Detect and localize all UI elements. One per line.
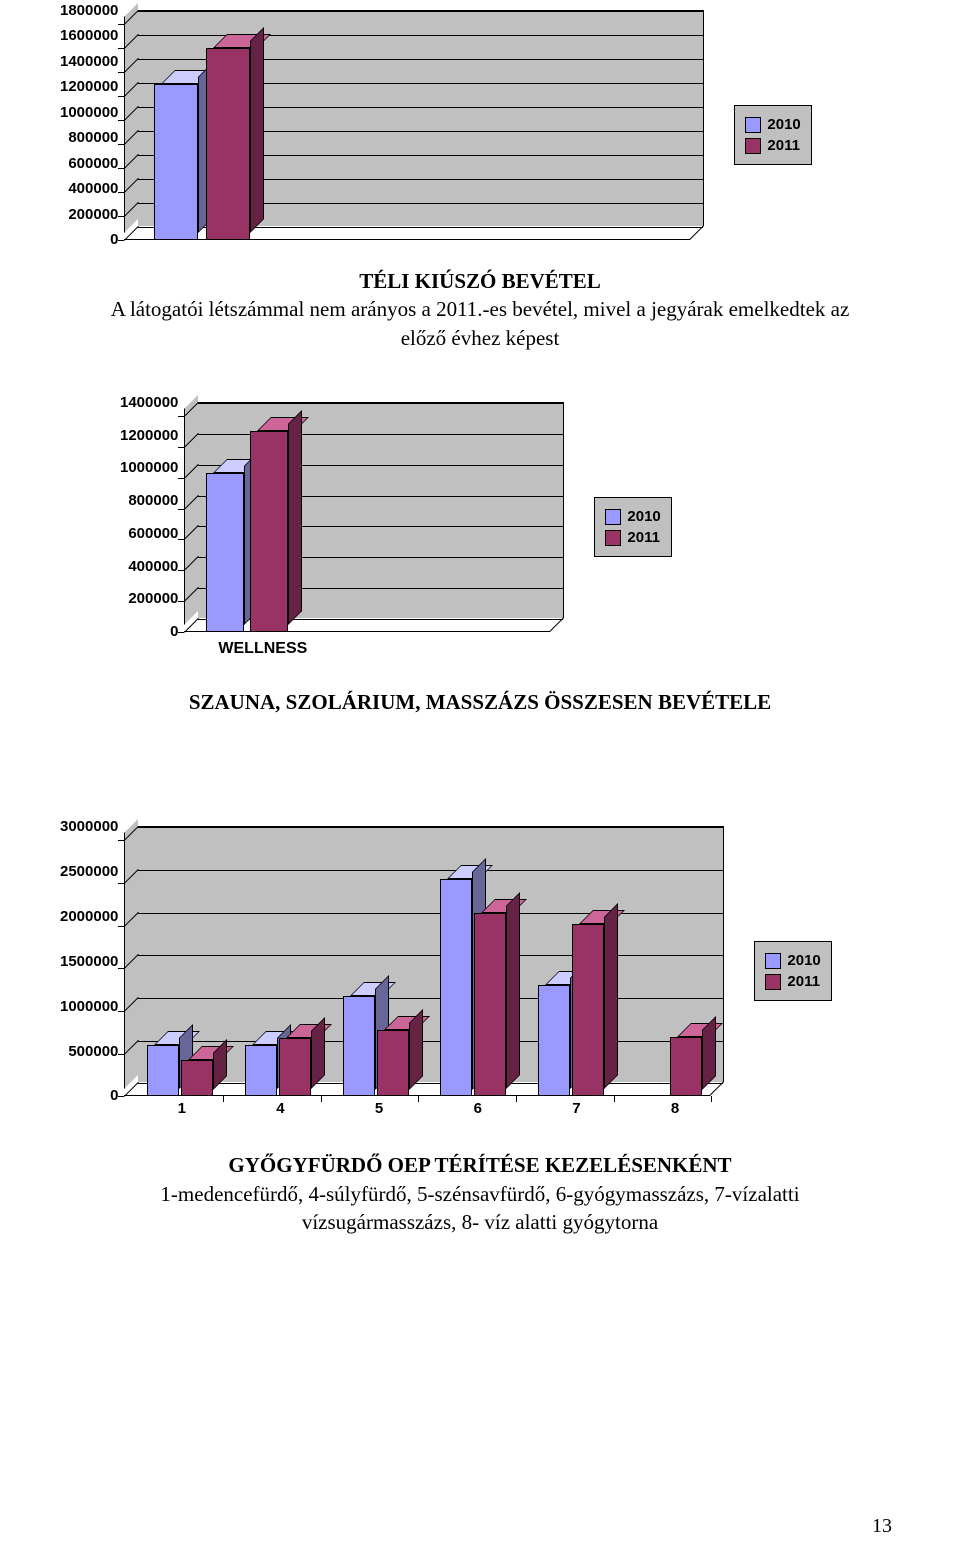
chart-2: 1400000120000010000008000006000004000002… xyxy=(120,402,900,658)
y-tick: 400000 xyxy=(68,181,118,196)
x-tick: 4 xyxy=(231,1100,330,1117)
y-tick: 0 xyxy=(110,232,118,247)
legend-label: 2010 xyxy=(627,508,660,525)
y-tick: 1200000 xyxy=(120,428,178,443)
bar-4-2011 xyxy=(279,1024,325,1096)
y-tick: 1800000 xyxy=(60,3,118,18)
legend-label: 2010 xyxy=(787,952,820,969)
y-tick: 200000 xyxy=(68,207,118,222)
chart-3: 3000000250000020000001500000100000050000… xyxy=(60,826,900,1117)
section-title-3: GYŐGYFÜRDŐ OEP TÉRÍTÉSE KEZELÉSENKÉNT 1-… xyxy=(100,1151,860,1236)
chart-3-plot xyxy=(124,826,724,1096)
y-tick: 1200000 xyxy=(60,79,118,94)
y-tick: 200000 xyxy=(128,591,178,606)
y-tick: 1000000 xyxy=(60,999,118,1014)
y-tick: 2000000 xyxy=(60,909,118,924)
title-sub: A látogatói létszámmal nem arányos a 201… xyxy=(111,297,850,349)
chart-1-plot xyxy=(124,10,704,240)
chart-1-y-axis: 1800000 1600000 1400000 1200000 1000000 80000… xyxy=(60,3,124,247)
legend-label: 2011 xyxy=(787,973,820,990)
legend-item-2010: 2010 xyxy=(745,114,800,135)
chart-3-y-axis: 3000000 2500000 2000000 1500000 1000000 50000… xyxy=(60,819,124,1103)
legend-swatch-2011 xyxy=(745,138,761,154)
chart-2-x-label: WELLNESS xyxy=(218,632,564,658)
bar-2011 xyxy=(250,417,302,632)
x-tick: 5 xyxy=(330,1100,429,1117)
y-tick: 0 xyxy=(170,624,178,639)
legend-item-2010: 2010 xyxy=(605,506,660,527)
y-tick: 1400000 xyxy=(120,395,178,410)
x-tick: 7 xyxy=(527,1100,626,1117)
bar-8-2011 xyxy=(670,1023,716,1097)
bar-1-2011 xyxy=(181,1046,227,1097)
legend-label: 2010 xyxy=(767,116,800,133)
chart-3-legend: 2010 2011 xyxy=(754,941,831,1001)
bar-2011 xyxy=(206,34,264,240)
y-tick: 1000000 xyxy=(60,105,118,120)
y-tick: 1400000 xyxy=(60,54,118,69)
y-tick: 0 xyxy=(110,1088,118,1103)
y-tick: 600000 xyxy=(68,156,118,171)
bar-5-2011 xyxy=(377,1016,423,1097)
bar-6-2011 xyxy=(474,899,520,1096)
y-tick: 3000000 xyxy=(60,819,118,834)
legend-swatch-2011 xyxy=(605,530,621,546)
legend-label: 2011 xyxy=(767,137,800,154)
y-tick: 2500000 xyxy=(60,864,118,879)
legend-item-2010: 2010 xyxy=(765,950,820,971)
y-tick: 600000 xyxy=(128,526,178,541)
x-tick: 6 xyxy=(428,1100,527,1117)
section-title-1: TÉLI KIÚSZÓ BEVÉTEL A látogatói létszámm… xyxy=(100,267,860,352)
y-tick: 800000 xyxy=(68,130,118,145)
y-tick: 1500000 xyxy=(60,954,118,969)
x-tick: 1 xyxy=(132,1100,231,1117)
chart-2-plot xyxy=(184,402,564,632)
y-tick: 500000 xyxy=(68,1044,118,1059)
title-sub: 1-medencefürdő, 4-súlyfürdő, 5-szénsavfü… xyxy=(160,1182,799,1234)
y-tick: 1600000 xyxy=(60,28,118,43)
y-tick: 1000000 xyxy=(120,460,178,475)
bar-7-2011 xyxy=(572,910,618,1096)
chart-2-y-axis: 1400000 1200000 1000000 800000 600000 400000 2… xyxy=(120,395,184,639)
chart-2-legend: 2010 2011 xyxy=(594,497,671,557)
section-title-2: SZAUNA, SZOLÁRIUM, MASSZÁZS ÖSSZESEN BEV… xyxy=(100,688,860,716)
y-tick: 400000 xyxy=(128,559,178,574)
legend-swatch-2010 xyxy=(765,953,781,969)
y-tick: 800000 xyxy=(128,493,178,508)
x-tick: 8 xyxy=(626,1100,725,1117)
legend-label: 2011 xyxy=(627,529,660,546)
legend-swatch-2010 xyxy=(605,509,621,525)
title-text: GYŐGYFÜRDŐ OEP TÉRÍTÉSE KEZELÉSENKÉNT xyxy=(228,1153,731,1177)
legend-item-2011: 2011 xyxy=(605,527,660,548)
page-number: 13 xyxy=(872,1515,892,1538)
chart-3-x-axis: 145678 xyxy=(124,1096,724,1117)
legend-item-2011: 2011 xyxy=(745,135,800,156)
legend-swatch-2011 xyxy=(765,974,781,990)
bar-2010 xyxy=(154,70,212,240)
legend-item-2011: 2011 xyxy=(765,971,820,992)
title-text: SZAUNA, SZOLÁRIUM, MASSZÁZS ÖSSZESEN BEV… xyxy=(189,690,771,714)
chart-1: 1800000160000014000001200000100000080000… xyxy=(60,10,900,247)
document-page: 1800000160000014000001200000100000080000… xyxy=(0,0,960,1566)
legend-swatch-2010 xyxy=(745,117,761,133)
title-text: TÉLI KIÚSZÓ BEVÉTEL xyxy=(359,269,601,293)
chart-1-legend: 2010 2011 xyxy=(734,105,811,165)
